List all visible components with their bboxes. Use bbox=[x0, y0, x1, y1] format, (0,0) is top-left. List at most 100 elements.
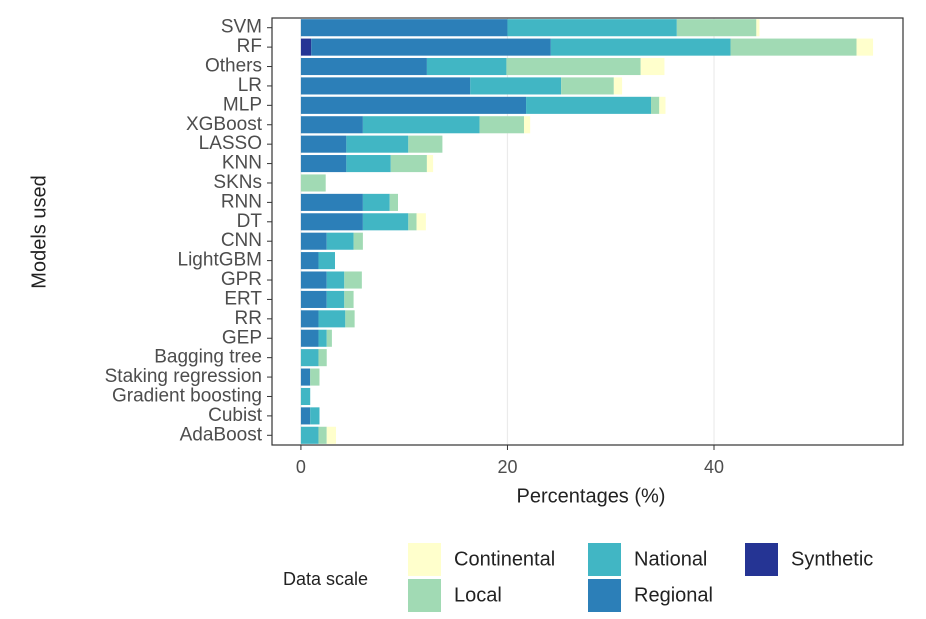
bar-segment bbox=[362, 193, 390, 211]
bar-segment bbox=[426, 57, 507, 76]
bar-segment bbox=[426, 155, 434, 173]
bar-segment bbox=[346, 155, 391, 173]
bar-segment bbox=[640, 57, 665, 76]
bar-segment bbox=[470, 77, 562, 95]
legend-label: National bbox=[634, 548, 707, 570]
bar-segment bbox=[318, 310, 346, 328]
bar-segment bbox=[300, 77, 471, 95]
legend-key bbox=[408, 579, 441, 612]
y-tick-label: XGBoost bbox=[186, 114, 263, 135]
bar-segment bbox=[856, 38, 874, 56]
bar-segment bbox=[300, 193, 363, 211]
y-tick-label: Others bbox=[205, 56, 262, 77]
y-tick-label: SKNs bbox=[213, 172, 262, 193]
bar-segment bbox=[300, 387, 311, 406]
bar-segment bbox=[300, 213, 363, 231]
bar-segment bbox=[506, 57, 641, 76]
y-tick-label: RF bbox=[237, 36, 262, 57]
bar-segment bbox=[300, 310, 319, 328]
bar-segment bbox=[300, 232, 327, 250]
bar-segment bbox=[300, 19, 508, 37]
y-tick-label: KNN bbox=[222, 153, 262, 174]
legend-label: Regional bbox=[634, 584, 713, 606]
bar-segment bbox=[300, 96, 527, 114]
bar-segment bbox=[362, 213, 409, 231]
bar-segment bbox=[416, 213, 426, 231]
y-tick-label: GPR bbox=[221, 269, 262, 290]
bar-segment bbox=[345, 310, 355, 328]
bar-segment bbox=[300, 57, 427, 76]
x-tick-label: 40 bbox=[704, 457, 724, 477]
bar-segment bbox=[310, 368, 320, 386]
bar-segment bbox=[408, 213, 417, 231]
y-tick-label: LightGBM bbox=[178, 250, 262, 271]
legend-label: Local bbox=[454, 584, 502, 606]
y-tick-label: Bagging tree bbox=[154, 347, 262, 368]
bar-segment bbox=[353, 232, 363, 250]
x-tick-label: 0 bbox=[296, 457, 306, 477]
y-tick-label: Cubist bbox=[208, 405, 263, 426]
bar-segment bbox=[300, 368, 311, 386]
bar-segment bbox=[318, 252, 335, 270]
bar-segment bbox=[300, 135, 347, 153]
bar-segment bbox=[390, 155, 427, 173]
bar-segment bbox=[326, 232, 354, 250]
bar-segment bbox=[300, 329, 319, 347]
bar-segment bbox=[507, 19, 677, 37]
bar-segment bbox=[730, 38, 857, 56]
legend-title: Data scale bbox=[283, 569, 368, 589]
y-tick-label: CNN bbox=[221, 230, 262, 251]
bar-segment bbox=[318, 426, 327, 444]
bar-segment bbox=[346, 135, 409, 153]
y-tick-label: MLP bbox=[223, 94, 262, 115]
bar-segment bbox=[326, 329, 332, 347]
bar-segment bbox=[310, 407, 320, 425]
bar-segment bbox=[300, 38, 312, 56]
bar-segment bbox=[344, 290, 354, 308]
y-tick-label: Gradient boosting bbox=[112, 385, 262, 406]
bar-segment bbox=[561, 77, 614, 95]
bar-segment bbox=[362, 116, 480, 134]
bar-segment bbox=[523, 116, 531, 134]
x-axis-title: Percentages (%) bbox=[517, 485, 666, 507]
plot-border bbox=[271, 17, 904, 446]
bar-segment bbox=[344, 271, 362, 289]
bar-segment bbox=[318, 349, 327, 367]
bar-segment bbox=[550, 38, 731, 56]
y-tick-label: ERT bbox=[224, 288, 262, 309]
bar-segment bbox=[326, 271, 345, 289]
legend-key bbox=[588, 579, 621, 612]
bar-segment bbox=[326, 426, 337, 444]
bar-segment bbox=[300, 426, 319, 444]
bar-segment bbox=[318, 329, 327, 347]
bar-segment bbox=[300, 155, 347, 173]
bar-segment bbox=[756, 19, 760, 37]
y-tick-label: LASSO bbox=[199, 133, 262, 154]
y-tick-label: LR bbox=[238, 75, 262, 96]
bar-segment bbox=[300, 252, 319, 270]
bar-segment bbox=[300, 271, 327, 289]
y-tick-label: DT bbox=[237, 211, 263, 232]
bar-segment bbox=[326, 290, 345, 308]
legend-label: Synthetic bbox=[791, 548, 873, 570]
y-tick-label: RR bbox=[235, 308, 262, 329]
bar-segment bbox=[526, 96, 652, 114]
x-tick-label: 20 bbox=[497, 457, 517, 477]
legend-key bbox=[745, 543, 778, 576]
legend-key bbox=[588, 543, 621, 576]
bar-segment bbox=[311, 38, 551, 56]
y-axis-title: Models used bbox=[28, 175, 50, 288]
legend-label: Continental bbox=[454, 548, 555, 570]
bar-segment bbox=[300, 349, 319, 367]
legend-key bbox=[408, 543, 441, 576]
bar-segment bbox=[300, 116, 363, 134]
bar-segment bbox=[300, 407, 311, 425]
bar-segment bbox=[408, 135, 443, 153]
bar-segment bbox=[389, 193, 398, 211]
bar-segment bbox=[613, 77, 623, 95]
bar-segment bbox=[651, 96, 660, 114]
bar-segment bbox=[300, 174, 326, 192]
y-tick-label: Staking regression bbox=[105, 366, 262, 387]
y-tick-label: AdaBoost bbox=[180, 424, 263, 445]
